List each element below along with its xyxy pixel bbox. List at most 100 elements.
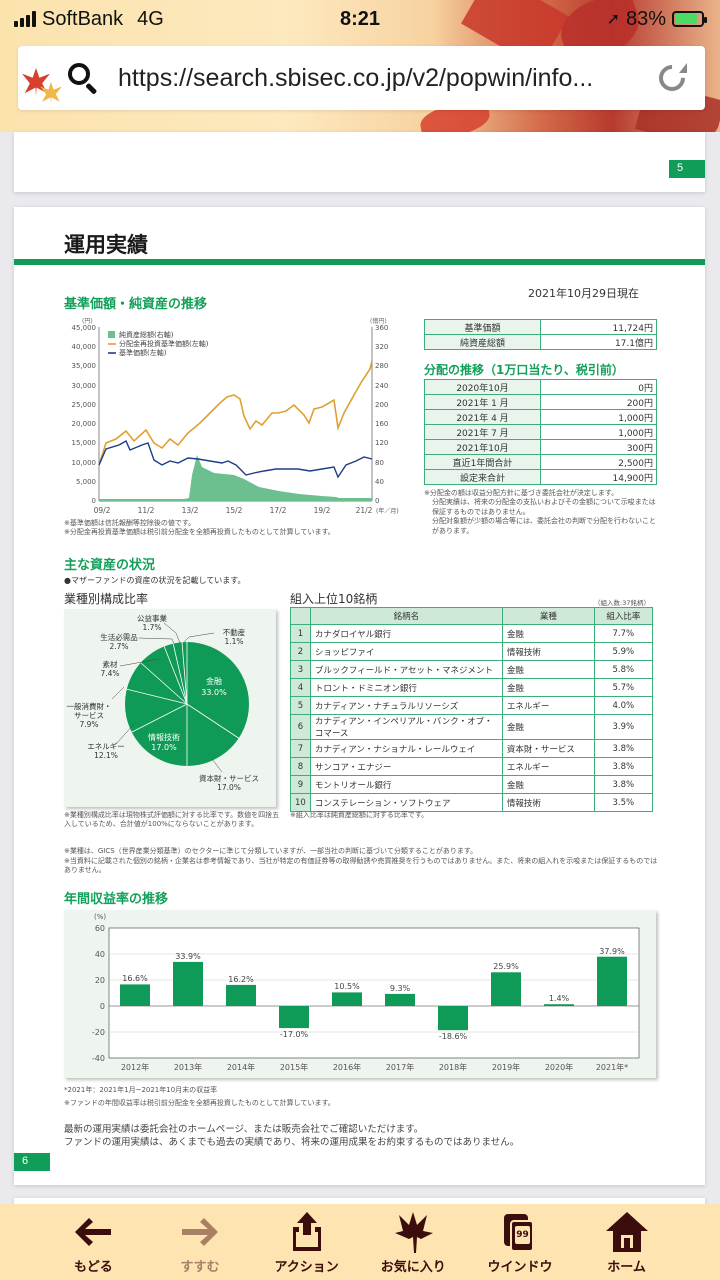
- svg-text:33.0%: 33.0%: [201, 688, 227, 697]
- address-bar[interactable]: https://search.sbisec.co.jp/v2/popwin/in…: [18, 46, 705, 110]
- document-page: 運用実績 基準価額・純資産の推移 2021年10月29日現在 (円) (億円) …: [14, 207, 705, 1185]
- cell: 0円: [540, 379, 657, 395]
- forward-button[interactable]: すすむ: [160, 1212, 240, 1280]
- legend-net-assets: 純資産総額(右軸): [119, 330, 174, 339]
- sector-note: ※業種別構成比率は現物株式評価額に対する比率です。数値を四捨五入しているため、合…: [64, 811, 280, 829]
- clock: 8:21: [339, 7, 381, 30]
- svg-text:0: 0: [375, 497, 379, 505]
- svg-text:21/2: 21/2: [356, 506, 373, 515]
- home-icon: [605, 1212, 649, 1252]
- svg-text:2016年: 2016年: [333, 1062, 361, 1072]
- location-icon: ➚: [606, 11, 620, 28]
- svg-text:20: 20: [95, 976, 105, 985]
- cell: カナディアン・ナチュラルリソーシズ: [309, 696, 503, 715]
- cell: 5.8%: [593, 660, 653, 679]
- cell: 7: [290, 739, 311, 758]
- svg-text:320: 320: [375, 343, 388, 351]
- y-axis-unit: (%): [94, 913, 106, 921]
- cell: 直近1年間合計: [424, 454, 541, 470]
- url-text[interactable]: https://search.sbisec.co.jp/v2/popwin/in…: [118, 63, 594, 92]
- note: ※分配金の額は収益分配方針に基づき委託会社が決定します。: [424, 489, 619, 497]
- svg-text:120: 120: [375, 439, 388, 447]
- cell: 2: [290, 642, 311, 661]
- cell: 基準価額: [424, 319, 541, 335]
- header-cell: 業種: [501, 607, 595, 625]
- svg-text:素材: 素材: [103, 659, 118, 669]
- cell: 3: [290, 660, 311, 679]
- cell: 2020年10月: [424, 379, 541, 395]
- home-label: ホーム: [607, 1260, 646, 1275]
- svg-text:公益事業: 公益事業: [137, 613, 167, 623]
- table-row: 3 ブルックフィールド・アセット・マネジメント 金融 5.8%: [290, 660, 653, 679]
- cell: 金融: [501, 678, 595, 697]
- cell: カナディアン・ナショナル・レールウェイ: [309, 739, 503, 758]
- cell: 3.8%: [593, 775, 653, 794]
- svg-text:12.1%: 12.1%: [94, 751, 118, 760]
- sector-pie-chart: 金融 33.0% 情報技術 17.0% 公益事業 1.7% 生活必需品 2.7% 素…: [64, 609, 276, 807]
- closing-line: ファンドの運用実績は、あくまでも過去の実績であり、将来の運用成果をお約束するもの…: [64, 1137, 520, 1149]
- cell: カナディアン・インペリアル・バンク・オブ・コマース: [309, 714, 503, 740]
- table-row: 10 コンステレーション・ソフトウェア 情報技術 3.5%: [290, 793, 653, 812]
- svg-text:資本財・サービス: 資本財・サービス: [199, 773, 259, 783]
- svg-text:80: 80: [375, 459, 384, 467]
- svg-text:35,000: 35,000: [72, 362, 97, 370]
- annual-note-1: *2021年：2021年1月~2021年10月末の収益率: [64, 1086, 218, 1094]
- page-number: 6: [14, 1153, 50, 1171]
- closing-line: 最新の運用実績は委託会社のホームページ、または販売会社でご確認いただけます。: [64, 1124, 424, 1135]
- x-axis-unit: (年／月): [376, 507, 399, 515]
- cell: 14,900円: [540, 469, 657, 485]
- note: ※分配金再投資基準価額は税引前分配金を全額再投資したものとして計算しています。: [64, 528, 335, 537]
- svg-text:30,000: 30,000: [72, 382, 97, 390]
- annual-section-title: 年間収益率の推移: [64, 892, 169, 907]
- search-icon[interactable]: [66, 61, 100, 95]
- cell: モントリオール銀行: [309, 775, 503, 794]
- svg-text:17.0%: 17.0%: [151, 743, 177, 752]
- cell: ショッピファイ: [309, 642, 503, 661]
- home-button[interactable]: ホーム: [587, 1212, 667, 1280]
- svg-text:17/2: 17/2: [270, 506, 287, 515]
- svg-text:1.4%: 1.4%: [549, 994, 570, 1003]
- cell: エネルギー: [501, 757, 595, 776]
- svg-text:33.9%: 33.9%: [175, 952, 201, 961]
- network-type: 4G: [137, 7, 164, 30]
- back-button[interactable]: もどる: [53, 1212, 133, 1280]
- favorites-button[interactable]: お気に入り: [373, 1212, 453, 1280]
- browser-chrome: SoftBank 4G 8:21 ➚ 83% https://search.sb…: [0, 0, 720, 132]
- cell: 金融: [501, 660, 595, 679]
- svg-text:16.6%: 16.6%: [122, 974, 148, 983]
- annual-note-2: ※ファンドの年間収益率は税引前分配金を全額再投資したものとして計算しています。: [64, 1099, 335, 1107]
- windows-button[interactable]: 99 ウインドウ: [480, 1212, 560, 1280]
- cell: 2021年 1 月: [424, 394, 541, 410]
- svg-text:17.0%: 17.0%: [217, 783, 241, 792]
- status-bar: SoftBank 4G 8:21 ➚ 83%: [0, 0, 720, 38]
- cell: 200円: [540, 394, 657, 410]
- cell: 17.1億円: [540, 334, 657, 350]
- svg-text:15/2: 15/2: [226, 506, 243, 515]
- cell: 金融: [501, 624, 595, 643]
- assets-section-title: 主な資産の状況: [64, 558, 156, 573]
- cell: 3.9%: [593, 714, 653, 740]
- carrier-name: SoftBank: [42, 7, 124, 30]
- forward-label: すすむ: [180, 1260, 220, 1275]
- svg-text:45,000: 45,000: [72, 324, 97, 332]
- svg-text:7.9%: 7.9%: [79, 720, 98, 729]
- note: 分配実績は、将来の分配金の支払いおよびその金額について示唆または保証するものでは…: [432, 498, 656, 516]
- gics-note: ※業種は、GICS（世界産業分類基準）のセクターに準じて分類していますが、一部当…: [64, 847, 478, 855]
- svg-text:60: 60: [95, 924, 105, 933]
- svg-text:2020年: 2020年: [545, 1062, 573, 1072]
- svg-text:2015年: 2015年: [280, 1062, 308, 1072]
- cell: 1,000円: [540, 409, 657, 425]
- cell: 3.5%: [593, 793, 653, 812]
- svg-text:-18.6%: -18.6%: [439, 1032, 468, 1041]
- disclaimer-note: ※当資料に記載された個別の銘柄・企業名は参考情報であり、当社が特定の有価証券等の…: [64, 857, 658, 875]
- action-button[interactable]: アクション: [267, 1212, 347, 1280]
- cell: 純資産総額: [424, 334, 541, 350]
- cell: ブルックフィールド・アセット・マネジメント: [309, 660, 503, 679]
- reload-icon[interactable]: [653, 59, 691, 97]
- svg-text:2018年: 2018年: [439, 1062, 467, 1072]
- svg-text:2.7%: 2.7%: [109, 642, 128, 651]
- svg-text:0: 0: [92, 497, 96, 505]
- svg-text:13/2: 13/2: [182, 506, 199, 515]
- svg-text:09/2: 09/2: [94, 506, 111, 515]
- svg-text:37.9%: 37.9%: [599, 947, 625, 956]
